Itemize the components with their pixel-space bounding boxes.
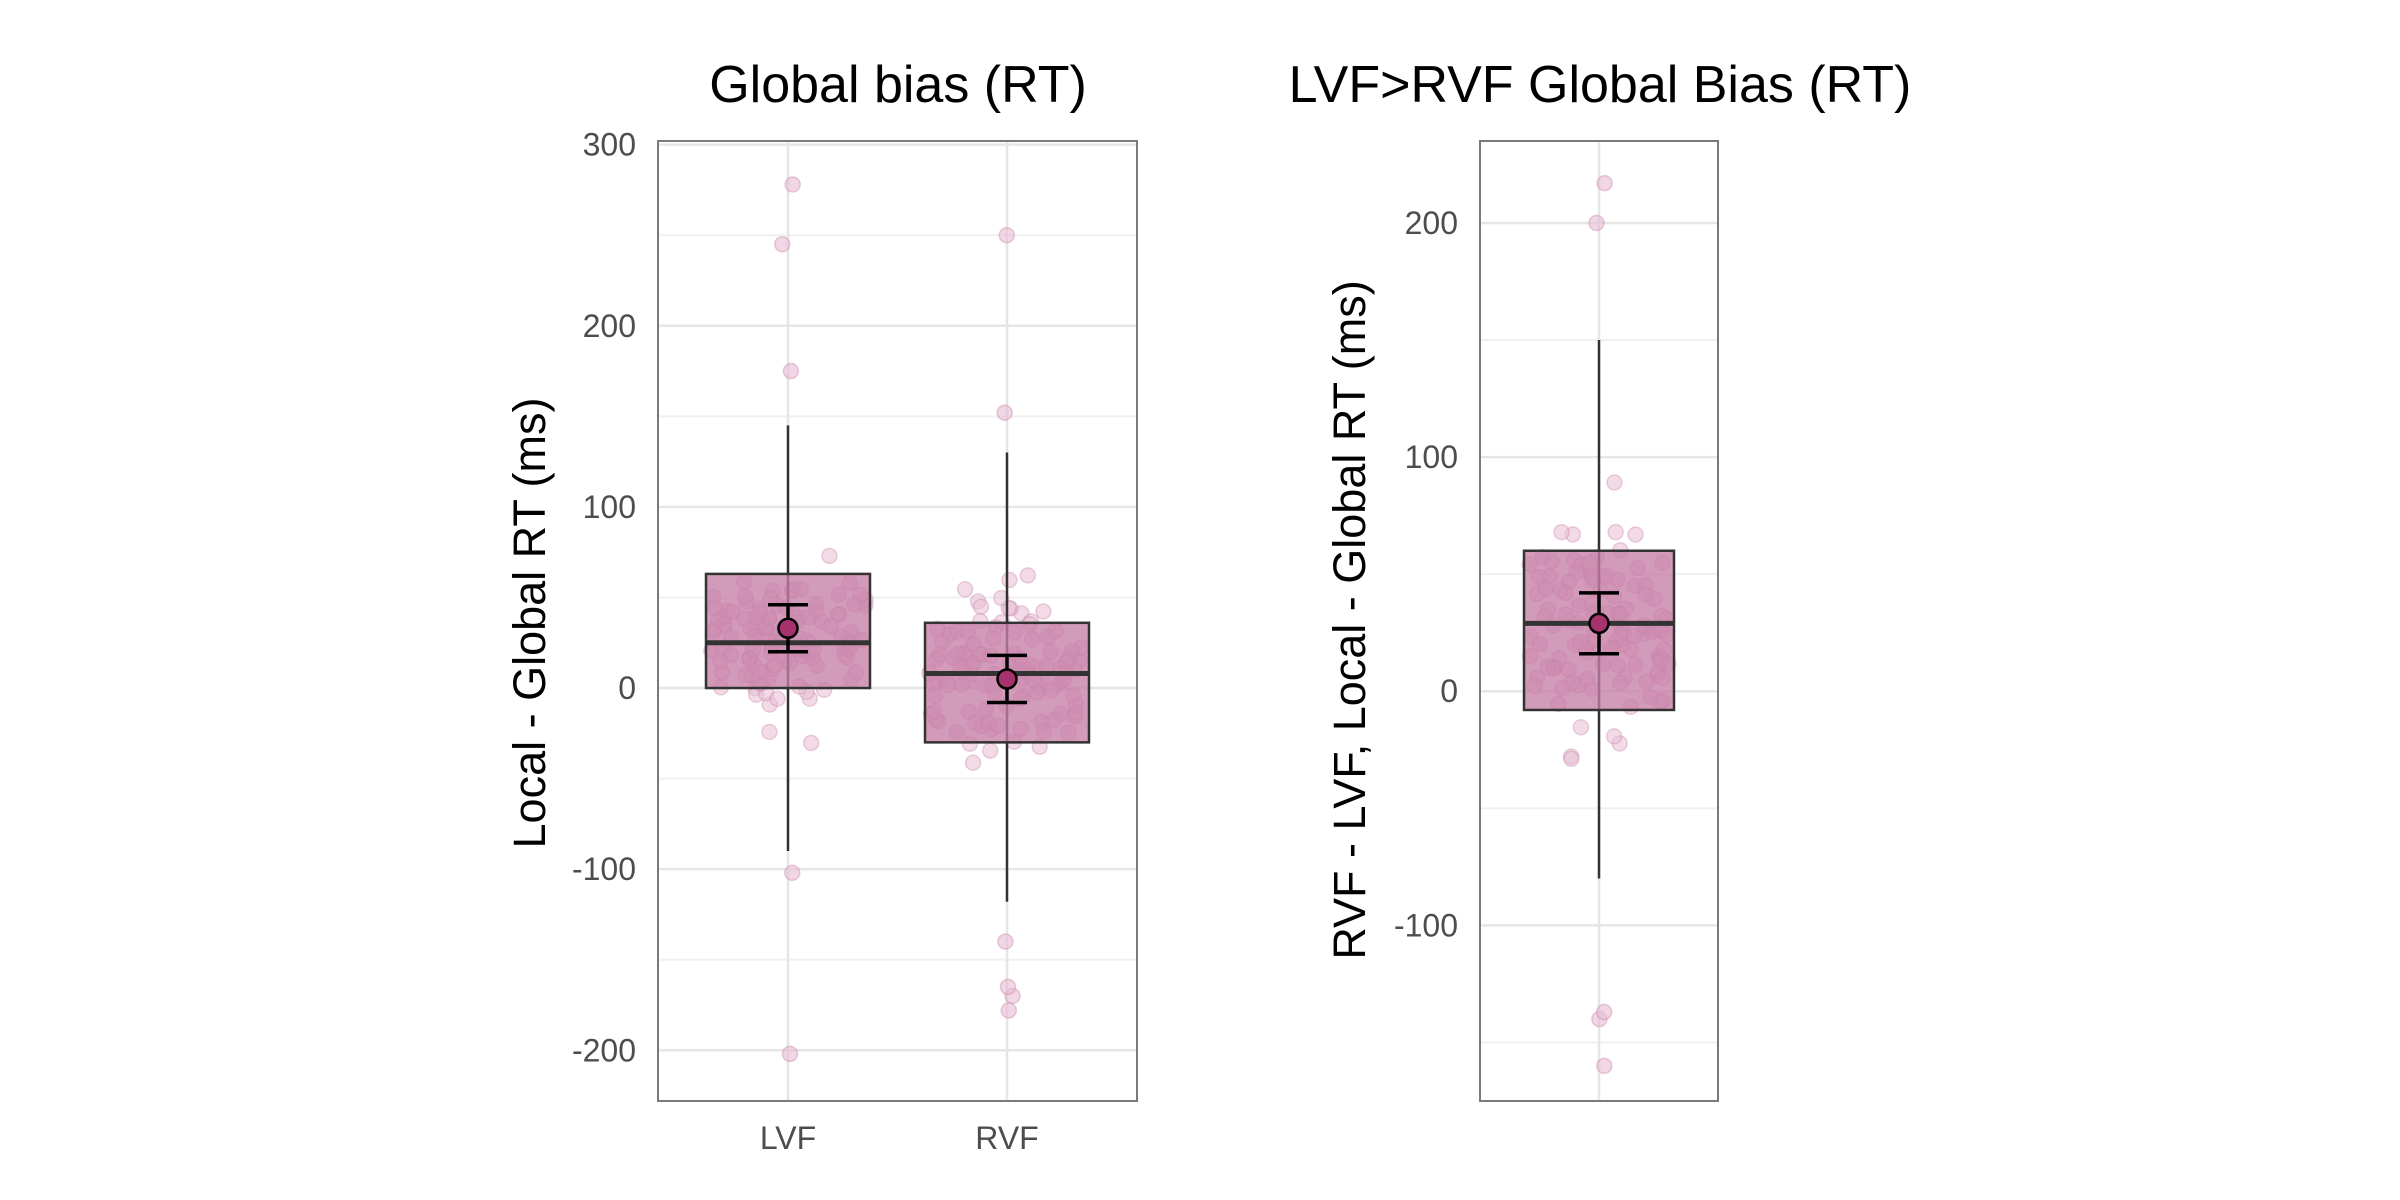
outlier-point-lvf — [781, 1045, 799, 1063]
y-axis-label-global-bias: Local - Global RT (ms) — [504, 398, 555, 849]
y-tick-label: -100 — [572, 851, 636, 887]
data-point-difference — [1605, 728, 1623, 745]
y-tick-label: 200 — [583, 308, 636, 344]
data-point-rvf — [1035, 603, 1052, 620]
outlier-point-difference — [1595, 1003, 1613, 1021]
outlier-point-lvf — [782, 362, 800, 380]
mean-point-difference — [1588, 612, 1610, 635]
y-tick-label: 100 — [583, 489, 636, 525]
chart-title-lvf-rvf-bias: LVF>RVF Global Bias (RT) — [1289, 56, 1912, 114]
data-point-difference — [1607, 523, 1624, 541]
boxplots-global-bias — [704, 425, 1091, 902]
y-tick-label: -200 — [572, 1032, 636, 1068]
outlier-point-difference — [1596, 174, 1613, 192]
data-point-lvf — [821, 547, 838, 565]
outlier-point-difference — [1596, 1057, 1613, 1075]
data-point-difference — [1553, 523, 1570, 541]
data-point-rvf — [964, 754, 982, 771]
outlier-point-difference — [1588, 214, 1605, 232]
data-point-rvf — [993, 589, 1010, 607]
data-point-rvf — [981, 742, 999, 759]
y-axis-label-lvf-rvf-bias: RVF - LVF, Local - Global RT (ms) — [1324, 280, 1375, 959]
mean-point-lvf — [777, 617, 799, 639]
y-tick-label: 0 — [1440, 673, 1458, 709]
x-tick-label-lvf: LVF — [760, 1120, 816, 1156]
outlier-point-rvf — [996, 404, 1013, 421]
outlier-point-lvf — [784, 176, 801, 193]
mean-point-rvf — [996, 668, 1018, 690]
outlier-point-rvf — [997, 933, 1014, 950]
data-point-rvf — [972, 598, 990, 615]
y-tick-label: 0 — [618, 670, 636, 706]
panel-global-bias: Global bias (RT) Local - Global RT (ms) … — [504, 56, 1138, 1156]
boxplots-lvf-rvf-bias — [1522, 340, 1676, 879]
data-point-difference — [1572, 718, 1590, 736]
outlier-point-rvf — [999, 978, 1017, 996]
data-point-difference — [1627, 526, 1644, 543]
outlier-point-lvf — [783, 864, 801, 882]
data-point-rvf — [1001, 571, 1018, 589]
panel-lvf-rvf-bias: LVF>RVF Global Bias (RT) RVF - LVF, Loca… — [1289, 56, 1912, 1102]
data-point-lvf — [802, 734, 820, 752]
chart-title-global-bias: Global bias (RT) — [709, 56, 1087, 114]
x-tick-label-rvf: RVF — [975, 1120, 1038, 1156]
y-tick-label: 300 — [583, 127, 636, 163]
y-tick-label: -100 — [1394, 907, 1458, 943]
data-point-difference — [1606, 474, 1623, 491]
data-point-rvf — [1019, 567, 1037, 584]
panel-border-lvf-rvf-bias — [1479, 140, 1719, 1102]
tick-labels-lvf-rvf-bias: -100 0 100 200 — [1394, 205, 1458, 943]
data-point-lvf — [761, 723, 778, 741]
data-point-lvf — [769, 690, 786, 708]
outlier-point-lvf — [773, 235, 791, 253]
data-point-difference — [1563, 750, 1580, 768]
outlier-point-rvf — [998, 226, 1016, 244]
y-tick-label: 200 — [1405, 205, 1458, 241]
panel-border-global-bias — [657, 140, 1138, 1102]
y-tick-label: 100 — [1405, 439, 1458, 475]
tick-labels-global-bias: -200 -100 0 100 200 300 LVF RVF — [572, 127, 1039, 1156]
data-point-rvf — [956, 581, 974, 598]
outlier-point-rvf — [1000, 1002, 1018, 1019]
